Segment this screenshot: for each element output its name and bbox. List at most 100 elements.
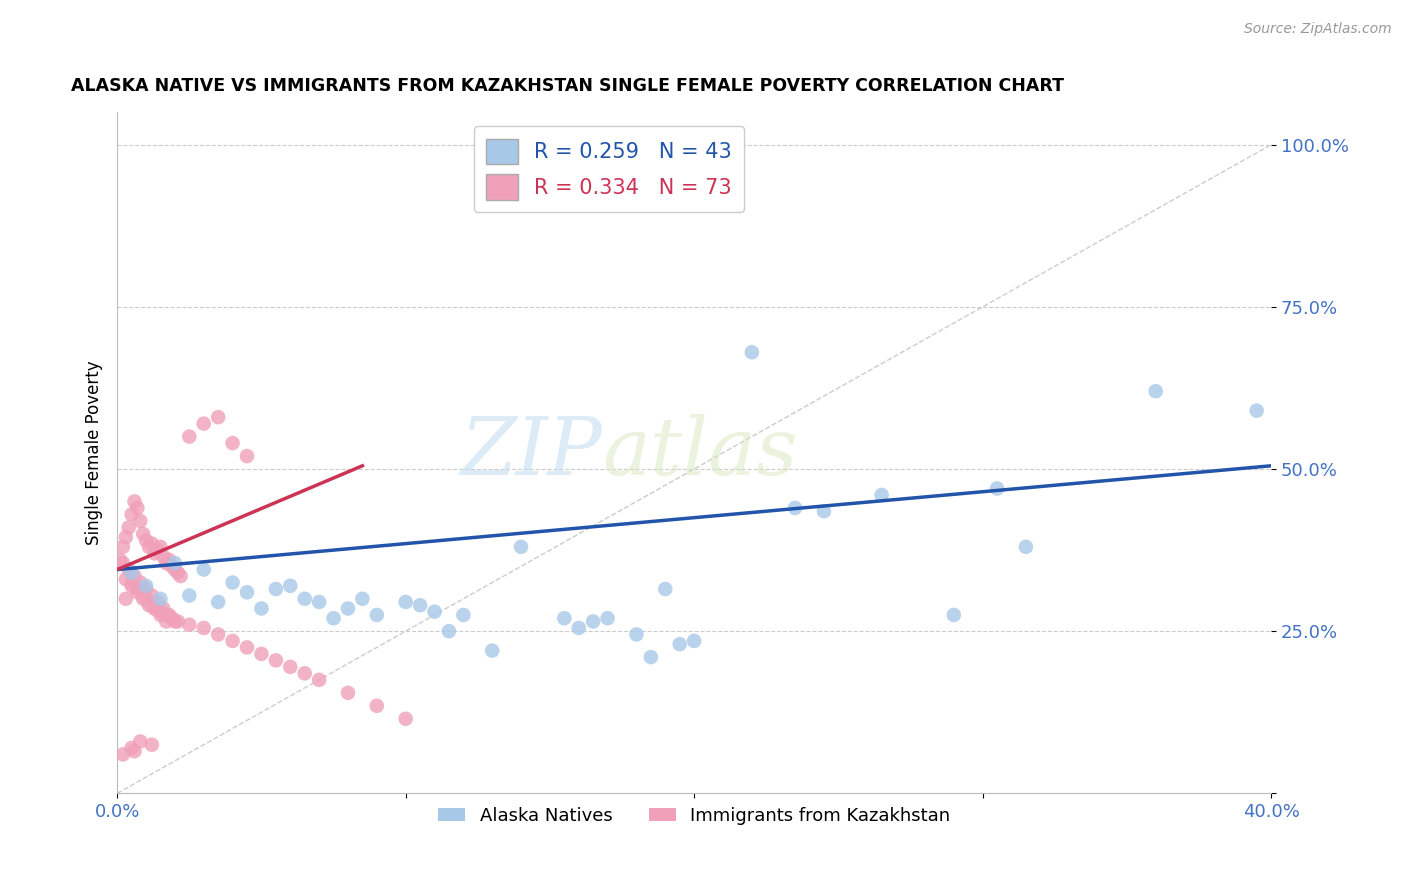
Point xyxy=(785,500,807,515)
Point xyxy=(278,579,301,593)
Point xyxy=(124,494,146,508)
Point xyxy=(366,607,388,622)
Point xyxy=(308,673,330,687)
Point xyxy=(157,607,180,622)
Point xyxy=(127,582,149,596)
Point xyxy=(1246,403,1268,417)
Point xyxy=(179,429,201,443)
Point xyxy=(111,556,134,570)
Point xyxy=(236,640,259,655)
Point xyxy=(510,540,533,554)
Point xyxy=(115,530,138,544)
Point xyxy=(221,575,243,590)
Point xyxy=(221,634,243,648)
Point xyxy=(157,553,180,567)
Point xyxy=(1144,384,1167,399)
Point xyxy=(163,563,186,577)
Point xyxy=(160,611,183,625)
Point xyxy=(668,637,690,651)
Point xyxy=(437,624,460,639)
Point xyxy=(626,627,648,641)
Point xyxy=(118,563,141,577)
Point xyxy=(193,563,215,577)
Point xyxy=(163,556,186,570)
Point xyxy=(221,436,243,450)
Point xyxy=(152,601,174,615)
Point xyxy=(395,712,418,726)
Y-axis label: Single Female Poverty: Single Female Poverty xyxy=(86,360,103,545)
Point xyxy=(250,601,273,615)
Point xyxy=(115,591,138,606)
Point xyxy=(132,527,155,541)
Point xyxy=(111,747,134,762)
Point xyxy=(169,569,191,583)
Text: Source: ZipAtlas.com: Source: ZipAtlas.com xyxy=(1244,22,1392,37)
Point xyxy=(135,582,157,596)
Point xyxy=(160,559,183,574)
Point xyxy=(111,540,134,554)
Point xyxy=(640,650,662,665)
Point xyxy=(986,482,1008,496)
Point xyxy=(121,508,143,522)
Point xyxy=(423,605,446,619)
Point xyxy=(155,607,177,622)
Point xyxy=(132,589,155,603)
Point xyxy=(366,698,388,713)
Point xyxy=(108,553,131,567)
Point xyxy=(115,572,138,586)
Point xyxy=(149,540,172,554)
Point xyxy=(741,345,763,359)
Point xyxy=(135,579,157,593)
Point xyxy=(121,566,143,580)
Point xyxy=(166,615,188,629)
Point xyxy=(294,666,316,681)
Point xyxy=(141,536,163,550)
Point xyxy=(132,591,155,606)
Point xyxy=(149,605,172,619)
Point xyxy=(155,615,177,629)
Point xyxy=(129,575,152,590)
Point xyxy=(135,533,157,548)
Point xyxy=(141,589,163,603)
Point xyxy=(207,595,229,609)
Point xyxy=(149,591,172,606)
Point xyxy=(155,556,177,570)
Point xyxy=(129,734,152,748)
Point xyxy=(336,686,359,700)
Point xyxy=(264,582,287,596)
Point xyxy=(152,549,174,564)
Text: atlas: atlas xyxy=(602,414,797,491)
Point xyxy=(870,488,893,502)
Text: ZIP: ZIP xyxy=(460,414,602,491)
Point xyxy=(683,634,706,648)
Point xyxy=(179,589,201,603)
Point xyxy=(141,738,163,752)
Point xyxy=(129,514,152,528)
Point xyxy=(124,744,146,758)
Point xyxy=(193,417,215,431)
Point xyxy=(121,741,143,756)
Point xyxy=(453,607,475,622)
Point xyxy=(163,615,186,629)
Point xyxy=(138,595,160,609)
Point xyxy=(127,585,149,599)
Point xyxy=(596,611,619,625)
Point xyxy=(813,504,835,518)
Point xyxy=(568,621,591,635)
Point xyxy=(264,653,287,667)
Point xyxy=(278,660,301,674)
Point xyxy=(166,566,188,580)
Point xyxy=(1015,540,1038,554)
Point xyxy=(236,449,259,463)
Point xyxy=(118,520,141,534)
Point xyxy=(121,579,143,593)
Point xyxy=(409,599,432,613)
Point xyxy=(138,599,160,613)
Point xyxy=(308,595,330,609)
Point xyxy=(193,621,215,635)
Point xyxy=(352,591,374,606)
Point xyxy=(654,582,676,596)
Point xyxy=(146,595,169,609)
Text: ALASKA NATIVE VS IMMIGRANTS FROM KAZAKHSTAN SINGLE FEMALE POVERTY CORRELATION CH: ALASKA NATIVE VS IMMIGRANTS FROM KAZAKHS… xyxy=(72,78,1064,95)
Point xyxy=(322,611,344,625)
